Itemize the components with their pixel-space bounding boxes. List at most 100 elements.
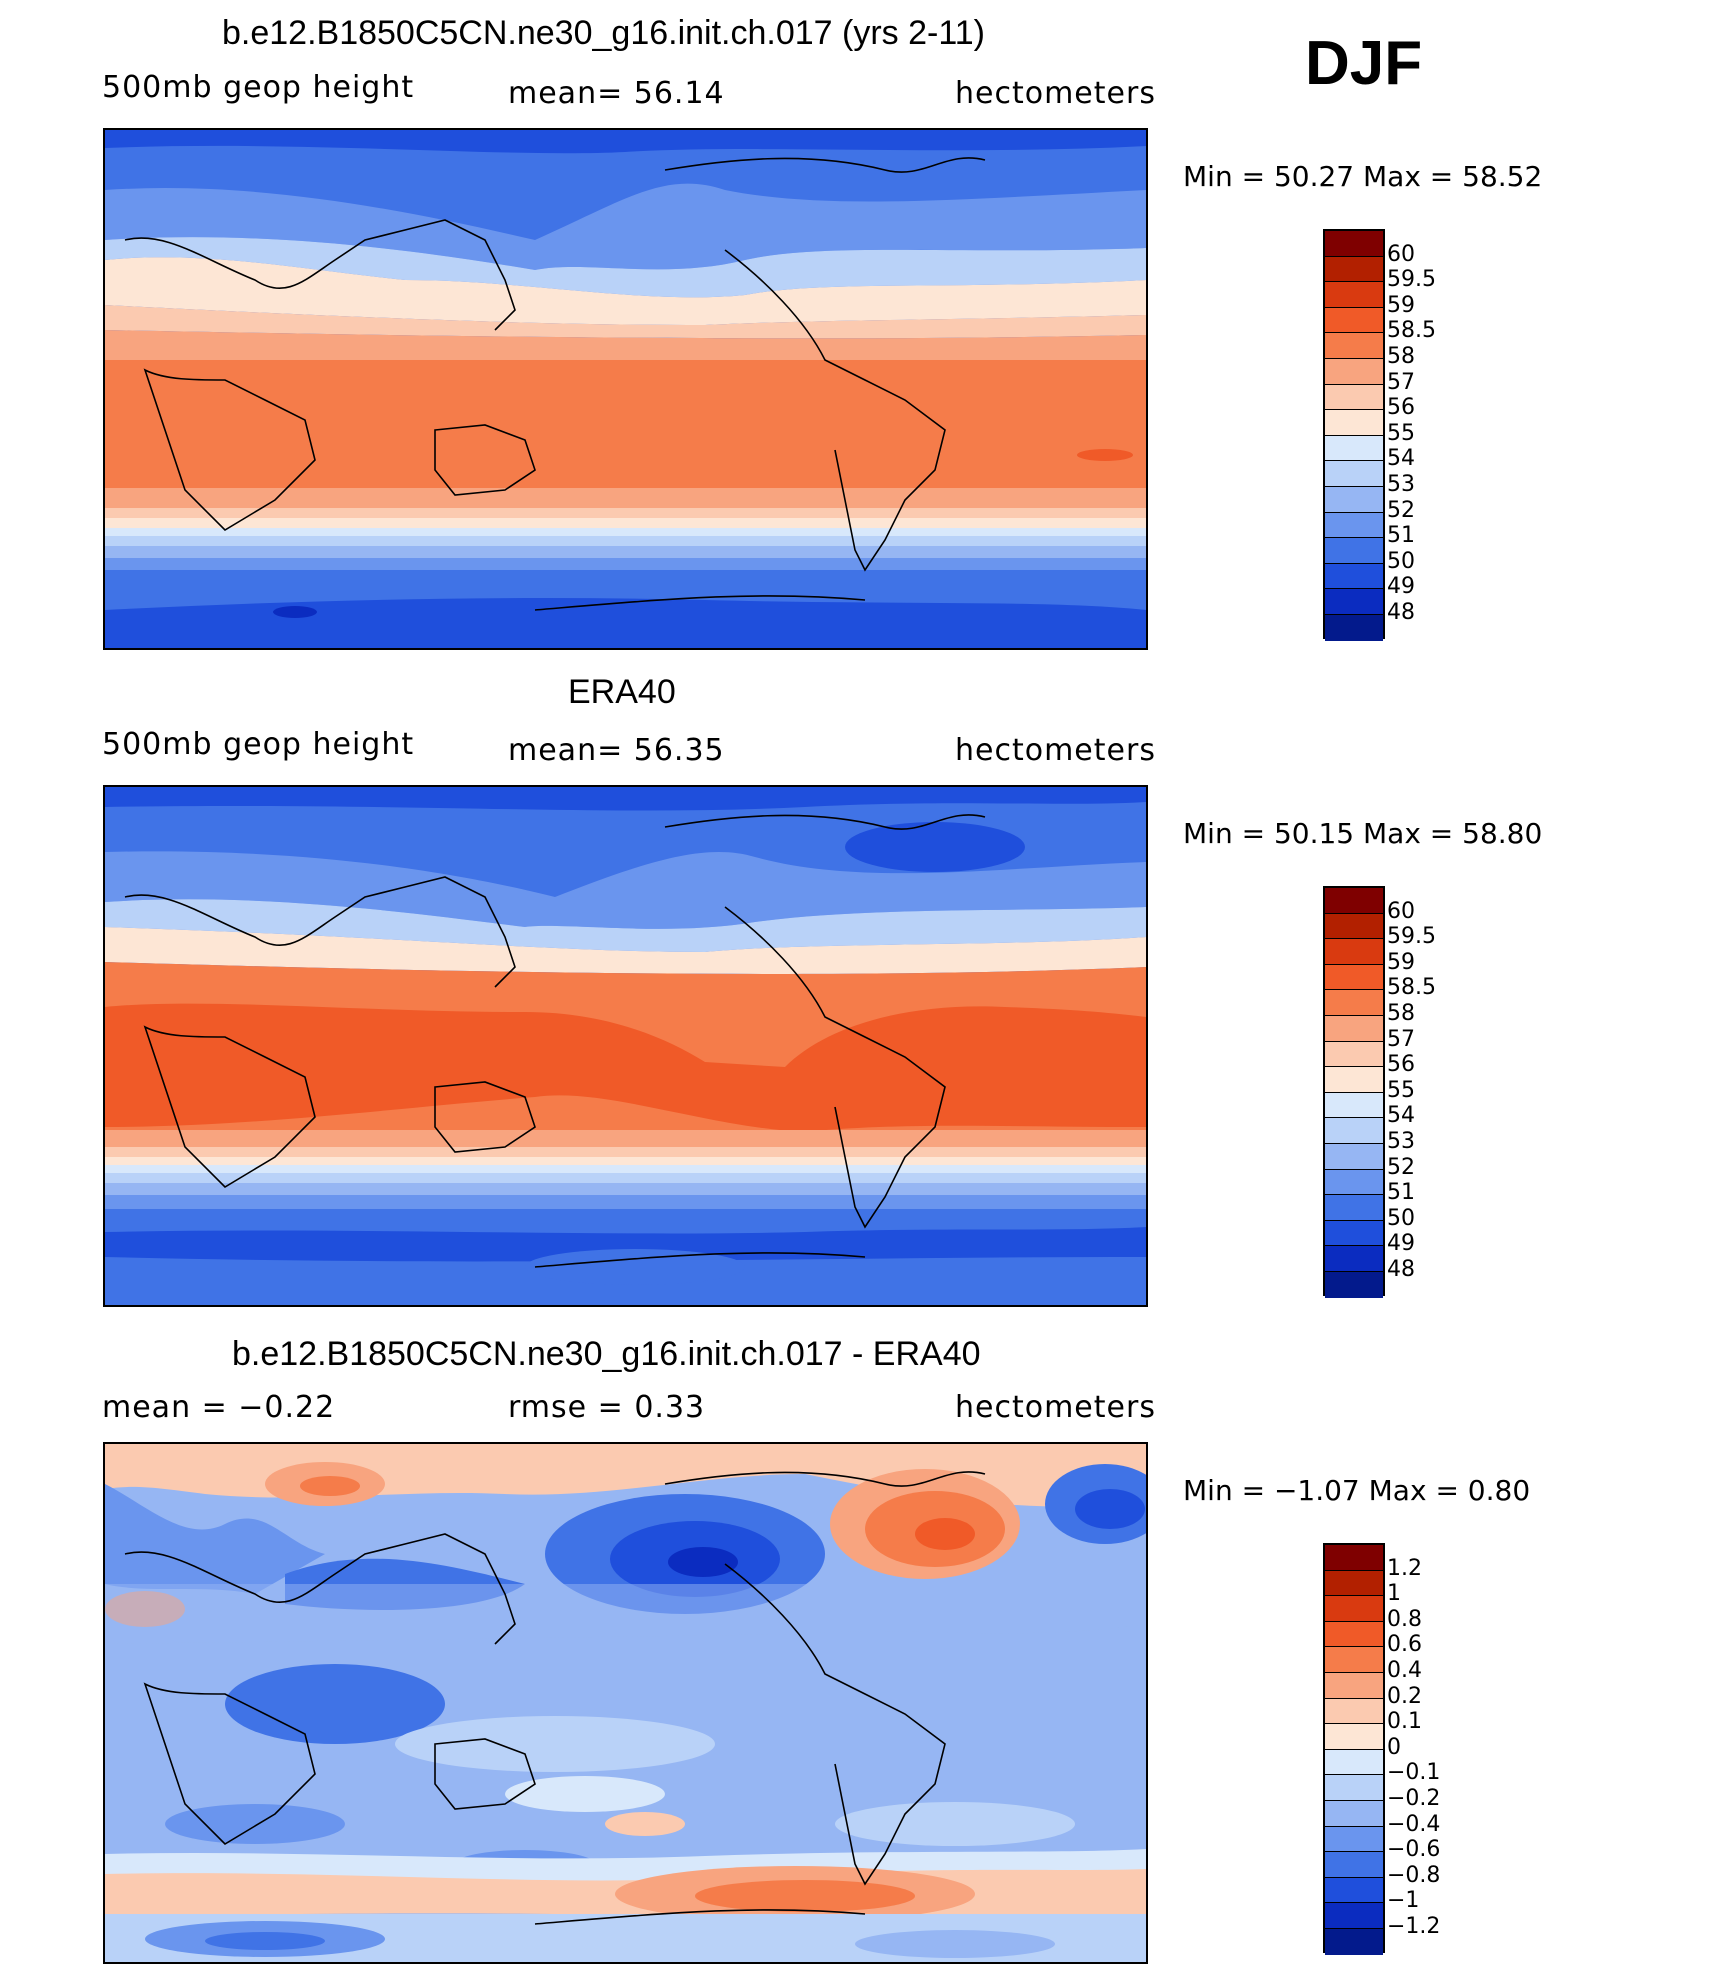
panel3-map bbox=[103, 1442, 1148, 1964]
colorbar-tick-label: 55 bbox=[1387, 420, 1415, 446]
colorbar-tick-label: 49 bbox=[1387, 1231, 1415, 1257]
panel2-map bbox=[103, 785, 1148, 1307]
panel3-center-label: rmse = 0.33 bbox=[508, 1390, 706, 1425]
colorbar-tick-label: 53 bbox=[1387, 1129, 1415, 1154]
colorbar-cell bbox=[1325, 1271, 1383, 1298]
colorbar-tick-label: 52 bbox=[1387, 497, 1415, 523]
colorbar-cell bbox=[1325, 1596, 1383, 1622]
colorbar-tick-label: 58.5 bbox=[1387, 318, 1436, 344]
colorbar-tick-label: 0.2 bbox=[1387, 1683, 1422, 1709]
colorbar-cell bbox=[1325, 990, 1383, 1016]
colorbar-tick-label: 49 bbox=[1387, 574, 1415, 600]
colorbar-cell bbox=[1325, 512, 1383, 539]
colorbar-cell bbox=[1325, 358, 1383, 385]
colorbar-cell bbox=[1325, 964, 1383, 991]
colorbar-tick-label: −0.2 bbox=[1387, 1786, 1441, 1811]
colorbar-cell bbox=[1325, 563, 1383, 590]
panel3-left-label: mean = −0.22 bbox=[102, 1390, 336, 1425]
colorbar-cell bbox=[1325, 1041, 1383, 1068]
panel3-min-max: Min = −1.07 Max = 0.80 bbox=[1183, 1474, 1531, 1507]
colorbar-cell bbox=[1325, 1877, 1383, 1904]
colorbar-tick-label: −0.1 bbox=[1387, 1760, 1441, 1786]
colorbar-tick-label: 0.8 bbox=[1387, 1606, 1422, 1632]
colorbar-cell bbox=[1325, 1800, 1383, 1827]
colorbar-cell bbox=[1325, 1749, 1383, 1776]
colorbar-tick-label: −1.2 bbox=[1387, 1914, 1441, 1939]
colorbar-tick-label: 52 bbox=[1387, 1154, 1415, 1180]
panel1-left-label: 500mb geop height bbox=[102, 70, 415, 105]
colorbar-cell bbox=[1325, 1220, 1383, 1247]
colorbar-tick-label: 59 bbox=[1387, 949, 1415, 975]
colorbar-cell bbox=[1325, 333, 1383, 359]
colorbar-cell bbox=[1325, 1092, 1383, 1119]
colorbar-cell bbox=[1325, 1143, 1383, 1170]
colorbar-tick-label: 0 bbox=[1387, 1734, 1401, 1760]
colorbar-tick-label: 0.4 bbox=[1387, 1658, 1422, 1683]
colorbar-tick-label: 48 bbox=[1387, 600, 1415, 625]
colorbar-cell bbox=[1325, 589, 1383, 615]
panel2-right-label: hectometers bbox=[955, 733, 1156, 768]
colorbar-tick-label: −1 bbox=[1387, 1888, 1420, 1914]
colorbar-cell bbox=[1325, 939, 1383, 965]
colorbar-cell bbox=[1325, 486, 1383, 513]
colorbar-cell bbox=[1325, 307, 1383, 334]
colorbar-tick-label: 59.5 bbox=[1387, 924, 1436, 950]
colorbar-tick-label: 50 bbox=[1387, 1205, 1415, 1231]
colorbar-cell bbox=[1325, 435, 1383, 462]
colorbar-tick-label: −0.4 bbox=[1387, 1811, 1441, 1837]
colorbar-tick-label: 60 bbox=[1387, 241, 1415, 267]
colorbar-cell bbox=[1325, 1169, 1383, 1196]
panel1-colorbar bbox=[1323, 229, 1385, 641]
panel1-min-max: Min = 50.27 Max = 58.52 bbox=[1183, 160, 1543, 193]
colorbar-tick-label: 58 bbox=[1387, 344, 1415, 369]
panel1-map bbox=[103, 128, 1148, 650]
colorbar-cell bbox=[1325, 1698, 1383, 1725]
colorbar-cell bbox=[1325, 1570, 1383, 1597]
panel1-center-label: mean= 56.14 bbox=[508, 76, 725, 111]
panel2-title: ERA40 bbox=[568, 673, 676, 711]
colorbar-cell bbox=[1325, 231, 1383, 257]
panel1-title: b.e12.B1850C5CN.ne30_g16.init.ch.017 (yr… bbox=[222, 14, 985, 52]
colorbar-cell bbox=[1325, 614, 1383, 641]
colorbar-tick-label: 54 bbox=[1387, 446, 1415, 472]
colorbar-cell bbox=[1325, 888, 1383, 914]
colorbar-cell bbox=[1325, 1118, 1383, 1144]
colorbar-tick-label: 51 bbox=[1387, 523, 1415, 549]
colorbar-cell bbox=[1325, 538, 1383, 564]
colorbar-tick-label: 55 bbox=[1387, 1077, 1415, 1103]
colorbar-cell bbox=[1325, 1015, 1383, 1042]
colorbar-tick-label: −0.6 bbox=[1387, 1837, 1441, 1863]
panel3-right-label: hectometers bbox=[955, 1390, 1156, 1425]
colorbar-tick-label: 59.5 bbox=[1387, 267, 1436, 293]
colorbar-cell bbox=[1325, 256, 1383, 283]
panel2-min-max: Min = 50.15 Max = 58.80 bbox=[1183, 817, 1543, 850]
panel3-title: b.e12.B1850C5CN.ne30_g16.init.ch.017 - E… bbox=[232, 1335, 981, 1373]
colorbar-cell bbox=[1325, 1246, 1383, 1272]
colorbar-tick-label: 60 bbox=[1387, 898, 1415, 924]
colorbar-tick-label: 56 bbox=[1387, 395, 1415, 421]
colorbar-cell bbox=[1325, 1852, 1383, 1878]
colorbar-tick-label: 57 bbox=[1387, 369, 1415, 395]
colorbar-cell bbox=[1325, 1647, 1383, 1673]
panel2-left-label: 500mb geop height bbox=[102, 727, 415, 762]
colorbar-tick-label: 53 bbox=[1387, 472, 1415, 497]
colorbar-cell bbox=[1325, 1903, 1383, 1929]
colorbar-tick-label: 58 bbox=[1387, 1001, 1415, 1026]
colorbar-cell bbox=[1325, 1928, 1383, 1955]
colorbar-tick-label: −0.8 bbox=[1387, 1862, 1441, 1888]
colorbar-tick-label: 1 bbox=[1387, 1581, 1401, 1607]
panel1-right-label: hectometers bbox=[955, 76, 1156, 111]
colorbar-cell bbox=[1325, 1621, 1383, 1648]
colorbar-cell bbox=[1325, 384, 1383, 411]
colorbar-tick-label: 0.6 bbox=[1387, 1632, 1422, 1658]
colorbar-tick-label: 58.5 bbox=[1387, 975, 1436, 1001]
colorbar-tick-label: 50 bbox=[1387, 548, 1415, 574]
colorbar-cell bbox=[1325, 1067, 1383, 1093]
colorbar-tick-label: 57 bbox=[1387, 1026, 1415, 1052]
colorbar-cell bbox=[1325, 1826, 1383, 1853]
colorbar-cell bbox=[1325, 1195, 1383, 1221]
colorbar-tick-label: 54 bbox=[1387, 1103, 1415, 1129]
colorbar-cell bbox=[1325, 1724, 1383, 1750]
colorbar-cell bbox=[1325, 913, 1383, 940]
colorbar-cell bbox=[1325, 410, 1383, 436]
